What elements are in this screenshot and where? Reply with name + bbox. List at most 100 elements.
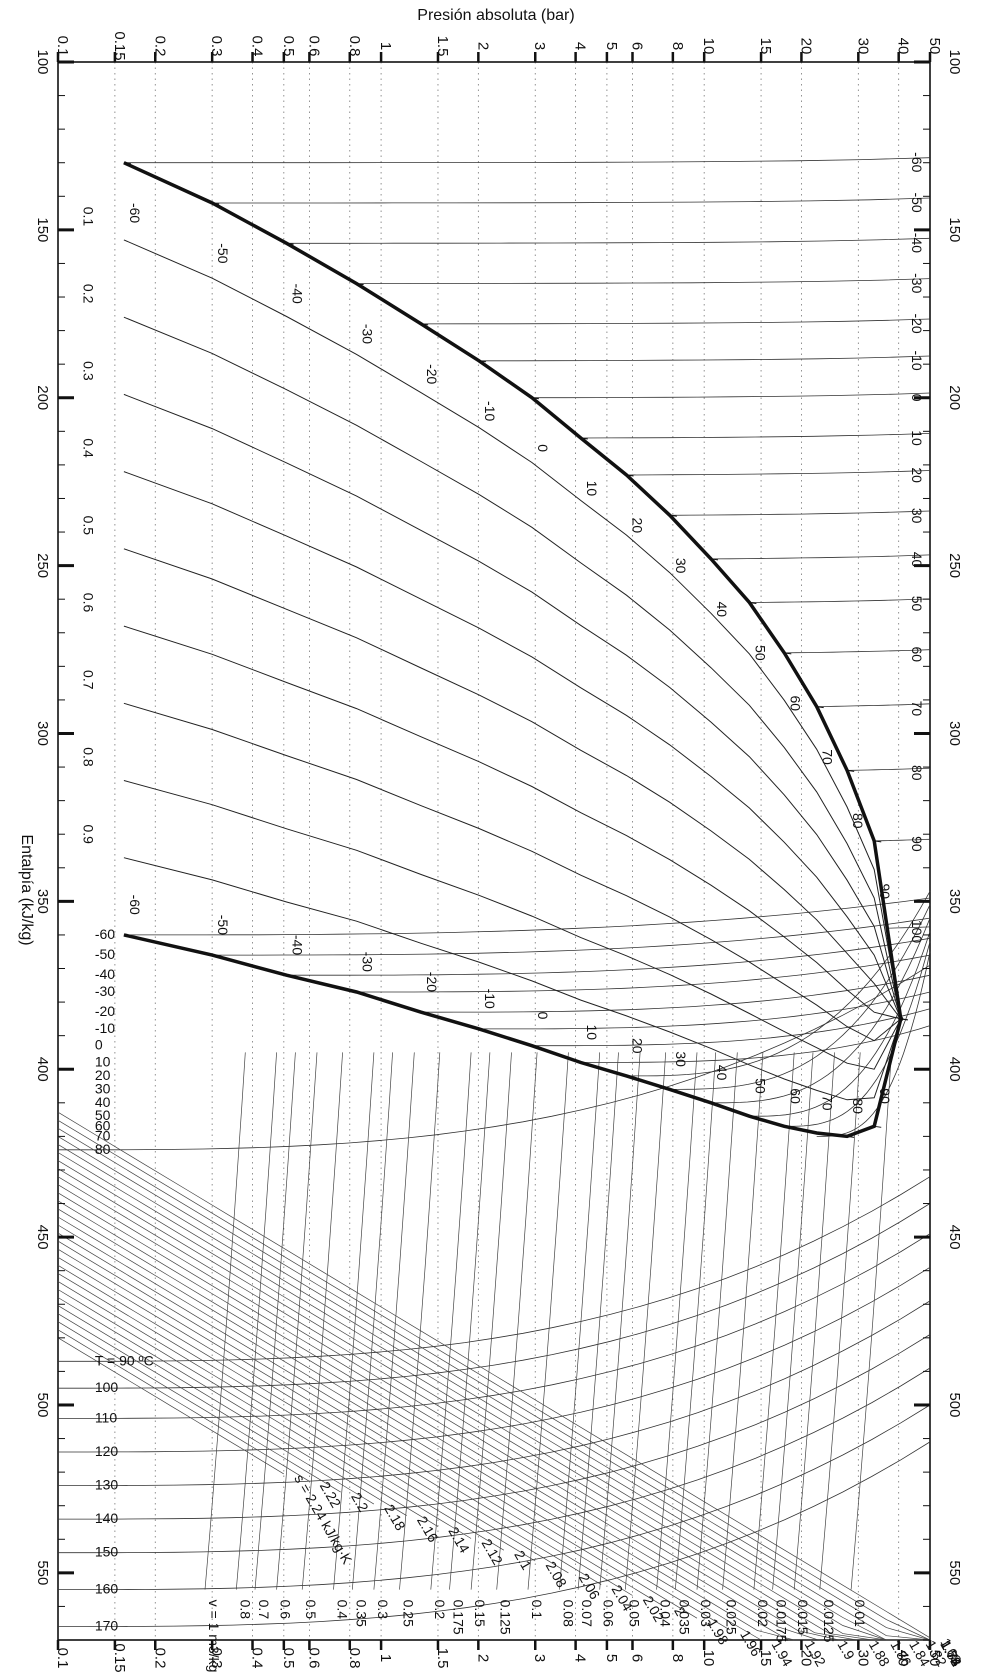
left-enthalpy-tick-label: 300 bbox=[34, 721, 51, 746]
vapor-isotherm-label: 10 bbox=[95, 1054, 111, 1070]
vapor-side-temperature-label: 10 bbox=[584, 1025, 600, 1041]
liquid-isotherm-label: 90 bbox=[909, 836, 925, 852]
specific-volume-label: 0.3 bbox=[375, 1600, 391, 1620]
vapor-side-temperature-label: 70 bbox=[820, 1095, 836, 1111]
specific-volume-label: 0.6 bbox=[278, 1600, 294, 1620]
quality-label: 0.8 bbox=[81, 747, 97, 767]
dome-hatch-tick bbox=[749, 1115, 757, 1118]
saturation-dome bbox=[123, 161, 908, 1139]
entropy-line bbox=[57, 1184, 880, 1641]
liquid-isotherm-label: 70 bbox=[909, 701, 925, 717]
specific-volume-line bbox=[430, 1052, 472, 1590]
entropy-line bbox=[57, 1168, 916, 1641]
specific-volume-label: 0.175 bbox=[451, 1600, 467, 1635]
top-pressure-tick-label: 0.5 bbox=[280, 36, 297, 57]
dome-hatch-tick bbox=[710, 1102, 719, 1105]
specific-volume-line bbox=[696, 1052, 738, 1590]
vapor-isotherm bbox=[58, 1176, 931, 1362]
liquid-isotherm-label: 60 bbox=[909, 646, 925, 662]
entropy-line bbox=[57, 1297, 439, 1527]
bottom-pressure-tick-label: 5 bbox=[603, 1654, 620, 1662]
top-pressure-tick-label: 0.3 bbox=[208, 36, 225, 57]
dome-hatch-tick bbox=[421, 323, 429, 326]
liquid-side-temperature-label: 60 bbox=[787, 695, 803, 711]
dome-hatch-tick bbox=[356, 991, 364, 994]
dome-hatch-tick bbox=[478, 1028, 487, 1031]
specific-volume-line bbox=[599, 1052, 641, 1590]
specific-volume-label: 0.7 bbox=[256, 1600, 272, 1620]
bottom-pressure-tick-label: 6 bbox=[628, 1654, 645, 1662]
dome-hatch-tick bbox=[531, 1045, 539, 1048]
liquid-isotherm bbox=[669, 510, 931, 516]
dome-hatch-tick bbox=[816, 706, 824, 709]
top-pressure-tick-label: 0.2 bbox=[151, 36, 168, 57]
entropy-line bbox=[57, 1208, 795, 1641]
dome-hatch-tick bbox=[580, 1062, 588, 1065]
vapor-isotherm-label: -60 bbox=[95, 926, 115, 942]
right-enthalpy-tick-label: 450 bbox=[946, 1225, 963, 1250]
specific-volume-line bbox=[373, 1052, 415, 1590]
top-pressure-tick-label: 0.4 bbox=[249, 36, 266, 57]
dome-hatch-tick bbox=[356, 283, 364, 286]
vapor-isotherm-label: 100 bbox=[95, 1379, 119, 1395]
entropy-line bbox=[57, 1200, 827, 1641]
entropy-line bbox=[57, 1248, 633, 1596]
dome-hatch-tick bbox=[123, 934, 132, 937]
liquid-isotherm-label: 50 bbox=[909, 596, 925, 612]
entropy-line bbox=[57, 1128, 931, 1641]
specific-volume-label: 0.125 bbox=[498, 1600, 514, 1635]
specific-volume-label: 0.01 bbox=[852, 1600, 868, 1627]
specific-volume-label: 0.35 bbox=[353, 1600, 369, 1627]
liquid-side-temperature-label: 20 bbox=[630, 518, 646, 534]
liquid-isotherm bbox=[874, 838, 931, 842]
vapor-isotherm-label: -10 bbox=[95, 1020, 115, 1036]
entropy-line bbox=[57, 1119, 931, 1641]
specific-volume-line bbox=[470, 1052, 512, 1590]
entropy-line bbox=[57, 1337, 284, 1475]
entropy-line bbox=[57, 1240, 664, 1607]
liquid-isotherm-label: 80 bbox=[909, 765, 925, 781]
vapor-isotherm bbox=[626, 891, 931, 1077]
left-enthalpy-tick-label: 450 bbox=[34, 1225, 51, 1250]
vapor-isotherm-label: 170 bbox=[95, 1618, 119, 1634]
bottom-pressure-tick-label: 15 bbox=[757, 1650, 774, 1667]
quality-label: 0.7 bbox=[81, 670, 97, 690]
bottom-pressure-tick-label: 0.4 bbox=[249, 1648, 266, 1669]
left-enthalpy-tick-label: 150 bbox=[34, 217, 51, 242]
liquid-isotherm-label: -20 bbox=[909, 313, 925, 333]
quality-line bbox=[123, 780, 902, 1070]
liquid-side-temperature-label: 30 bbox=[673, 558, 689, 574]
saturated-liquid-line bbox=[123, 161, 903, 1020]
saturated-vapor-line bbox=[123, 933, 903, 1139]
top-pressure-tick-label: 2 bbox=[474, 42, 491, 50]
bottom-pressure-tick-label: 4 bbox=[572, 1654, 589, 1662]
liquid-isotherm-label: 40 bbox=[909, 552, 925, 568]
top-pressure-tick-label: 3 bbox=[531, 42, 548, 50]
top-pressure-tick-label: 0.1 bbox=[54, 36, 71, 57]
specific-volume-label: 0.05 bbox=[626, 1600, 642, 1627]
vapor-side-temperature-label: 60 bbox=[787, 1088, 803, 1104]
top-pressure-tick-label: 0.8 bbox=[346, 36, 363, 57]
liquid-isotherm-label: -60 bbox=[909, 152, 925, 172]
bottom-pressure-tick-label: 0.5 bbox=[280, 1648, 297, 1669]
top-pressure-tick-label: 5 bbox=[603, 42, 620, 50]
vapor-isotherm bbox=[58, 1300, 931, 1486]
vapor-isotherm-label: 120 bbox=[95, 1443, 119, 1459]
left-enthalpy-tick-label: 200 bbox=[34, 385, 51, 410]
dome-hatch-tick bbox=[286, 242, 294, 245]
axis-ticks: 0.10.10.150.150.20.20.30.30.40.40.50.50.… bbox=[34, 31, 963, 1672]
bottom-pressure-tick-label: 0.3 bbox=[208, 1648, 225, 1669]
entropy-line bbox=[57, 1313, 375, 1505]
right-enthalpy-tick-label: 350 bbox=[946, 889, 963, 914]
vapor-isotherm bbox=[58, 1203, 931, 1389]
liquid-side-temperature-label: 70 bbox=[820, 749, 836, 765]
vapor-isotherm-label: 70 bbox=[95, 1127, 111, 1143]
specific-volume-line bbox=[254, 1052, 296, 1590]
liquid-isotherm bbox=[580, 433, 931, 439]
bottom-pressure-tick-label: 30 bbox=[854, 1650, 871, 1667]
specific-volume-label: 0.1 bbox=[529, 1600, 545, 1620]
specific-volume-line bbox=[722, 1052, 764, 1590]
dome-hatch-tick bbox=[847, 1135, 855, 1138]
liquid-side-temperature-label: 80 bbox=[850, 813, 866, 829]
vapor-side-temperature-label: -40 bbox=[290, 935, 306, 955]
